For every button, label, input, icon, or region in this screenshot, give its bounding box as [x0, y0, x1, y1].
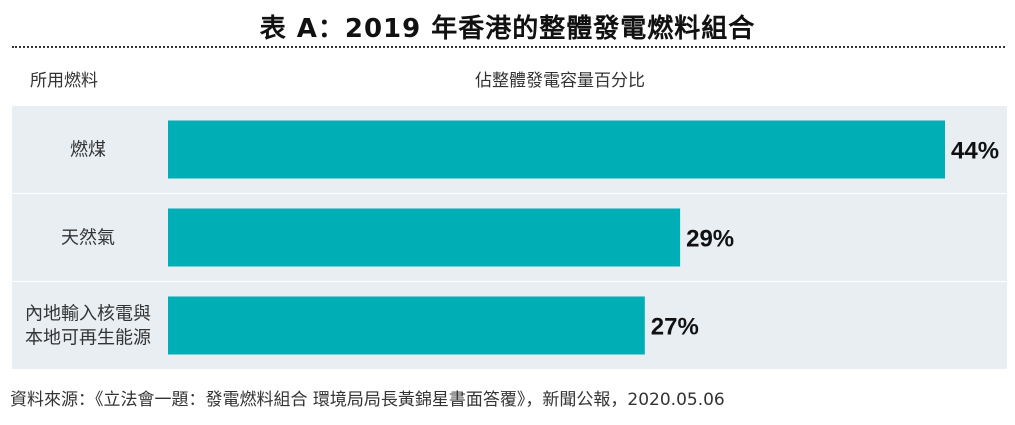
category-label: 內地輸入核電與 — [25, 304, 151, 325]
title-divider — [12, 46, 1005, 48]
bar-1 — [168, 120, 945, 179]
category-label: 天然氣 — [61, 228, 115, 249]
category-label: 燃煤 — [70, 140, 106, 161]
chart-title: 表 A：2019 年香港的整體發電燃料組合 — [259, 14, 756, 44]
bar-2 — [168, 208, 681, 267]
value-label: 29% — [686, 226, 734, 253]
source-note: 資料來源：《立法會一題：發電燃料組合 環境局局長黃錦星書面答覆》，新聞公報，20… — [10, 390, 725, 410]
value-column-header: 佔整體發電容量百分比 — [475, 71, 645, 91]
category-label: 本地可再生能源 — [25, 328, 151, 349]
value-label: 27% — [651, 314, 699, 341]
bar-3 — [168, 296, 645, 355]
category-column-header: 所用燃料 — [30, 71, 98, 91]
value-label: 44% — [951, 138, 999, 165]
